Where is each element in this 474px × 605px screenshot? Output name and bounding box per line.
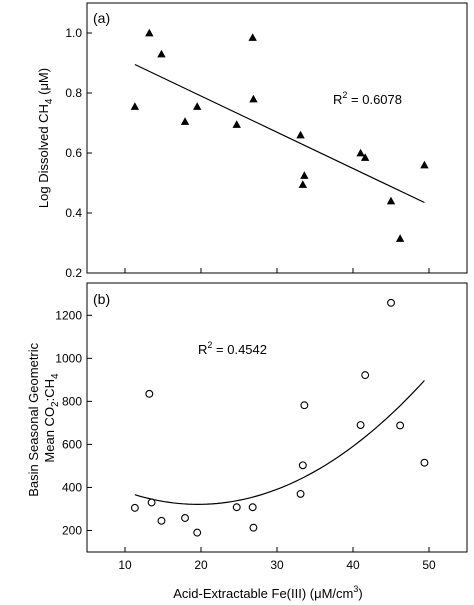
panel-b-x-tick-label: 30 (270, 558, 284, 572)
panel-a-y-tick-label: 0.6 (65, 146, 82, 160)
panel-b-data-point (157, 516, 166, 525)
panel-a-data-point (356, 148, 365, 157)
panel-a-frame (86, 2, 468, 274)
panel-a-data-point (395, 234, 405, 242)
panel-b-y-tick-label: 800 (62, 394, 82, 408)
panel-b-data-point (248, 503, 257, 512)
panel-b-data-point (387, 298, 395, 307)
panel-b-y-axis: 200 400 600 800 1000 1200 (55, 308, 92, 537)
panel-a-data-point (249, 94, 258, 103)
panel-a-data-point (193, 102, 202, 110)
panel-b-data-point (130, 503, 139, 512)
panel-b-data-point (300, 401, 309, 410)
panel-b-points (130, 298, 429, 537)
panel-a-r2-annotation: R2 = 0.6078 (333, 90, 402, 107)
panel-a-y-axis: 0.2 0.4 0.6 0.8 1.0 (65, 26, 430, 280)
panel-a-data-point (180, 117, 190, 125)
panel-b: (b) 200 400 600 800 1000 1200 10 20 30 40 50 R2 =… (26, 282, 468, 601)
panel-b-data-point (396, 421, 405, 430)
panel-a-data-point (386, 196, 396, 205)
panel-b-data-point (193, 528, 202, 537)
panel-a-y-tick-label: 1.0 (65, 26, 82, 40)
panel-a-y-axis-label: Log Dissolved CH4 (μM) (36, 68, 55, 208)
panel-b-x-axis-label: Acid-Extractable Fe(III) (μM/cm3) (173, 584, 363, 601)
panel-a-data-point (232, 120, 241, 128)
panel-b-data-point (147, 498, 156, 507)
panel-b-data-point (361, 371, 370, 380)
panel-b-x-tick-label: 10 (118, 558, 132, 572)
panel-b-y-tick-label: 1200 (55, 308, 82, 322)
panel-b-data-point (145, 389, 154, 398)
panel-a-data-point (360, 153, 370, 161)
panel-b-x-tick-label: 50 (422, 558, 436, 572)
panel-b-x-axis: 10 20 30 40 50 (118, 547, 436, 572)
panel-a-points (130, 28, 429, 242)
panel-a-y-tick-label: 0.2 (65, 266, 82, 280)
panel-a-data-point (296, 130, 305, 139)
panel-a-data-point (420, 160, 429, 169)
panel-b-data-point (356, 421, 365, 429)
panel-b-data-point (296, 489, 305, 498)
panel-b-data-point (232, 503, 241, 512)
panel-a: (a) 0.2 0.4 0.6 0.8 1.0 R2 = 0.6078 Log Diss… (36, 2, 468, 280)
panel-a-data-point (300, 171, 309, 179)
panel-b-x-tick-label: 20 (194, 558, 208, 572)
panel-b-data-point (181, 514, 189, 522)
panel-b-y-tick-label: 400 (62, 480, 82, 494)
panel-b-y-tick-label: 600 (62, 437, 82, 451)
panel-a-regression-line (134, 63, 425, 204)
panel-b-label: (b) (93, 291, 110, 307)
panel-b-x-tick-label: 40 (346, 558, 360, 572)
panel-a-label: (a) (93, 10, 110, 26)
panel-a-data-point (248, 33, 257, 41)
panel-b-data-point (298, 461, 307, 470)
panel-a-y-tick-label: 0.4 (65, 206, 82, 220)
panel-a-y-tick-label: 0.8 (65, 86, 82, 100)
panel-a-data-point (130, 102, 140, 110)
panel-a-data-point (157, 49, 166, 58)
panel-b-y-tick-label: 200 (62, 523, 82, 537)
panel-b-r2-annotation: R2 = 0.4542 (198, 340, 267, 357)
panel-b-data-point (249, 523, 258, 532)
panel-b-frame (86, 282, 468, 553)
panel-b-y-axis-label: Basin Seasonal Geometric Mean CO2:CH4 (26, 339, 61, 497)
panel-b-data-point (420, 458, 429, 467)
panel-b-y-tick-label: 1000 (55, 351, 82, 365)
panel-a-data-point (145, 28, 154, 37)
panel-b-fit-curve (134, 380, 425, 505)
panel-a-data-point (298, 180, 308, 188)
